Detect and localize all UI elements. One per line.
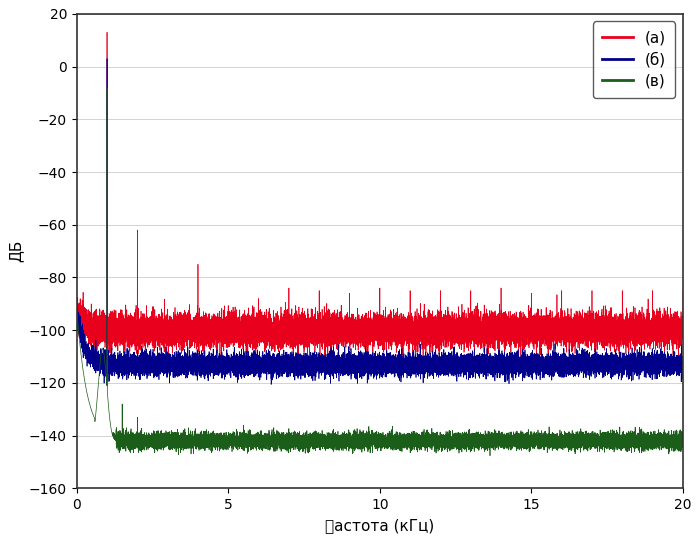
(а) <box>224 314 232 320</box>
(в) <box>640 434 648 441</box>
(в) <box>439 441 447 448</box>
(в) <box>507 441 515 448</box>
(в) <box>359 433 368 439</box>
(в) <box>679 437 687 443</box>
(б) <box>640 367 648 373</box>
(б) <box>224 361 232 368</box>
(б) <box>73 314 81 321</box>
(в) <box>462 438 470 445</box>
(а) <box>679 287 687 294</box>
(а) <box>73 302 81 308</box>
(б) <box>679 360 687 367</box>
(б) <box>359 365 368 371</box>
(б) <box>507 357 515 363</box>
(б) <box>439 366 447 372</box>
(б) <box>462 353 470 359</box>
Legend: (а), (б), (в): (а), (б), (в) <box>593 22 676 98</box>
(а) <box>462 334 470 340</box>
Y-axis label: ДБ: ДБ <box>8 240 23 262</box>
(а) <box>359 324 368 331</box>
(в) <box>224 439 232 446</box>
(в) <box>73 306 81 312</box>
(б) <box>267 381 275 387</box>
Line: (в): (в) <box>77 88 683 456</box>
(б) <box>103 55 111 62</box>
(а) <box>369 358 377 365</box>
(в) <box>486 452 494 459</box>
X-axis label: 䉺астота (кГц): 䉺астота (кГц) <box>326 518 435 533</box>
(а) <box>507 313 515 320</box>
(а) <box>640 316 648 323</box>
(а) <box>439 332 447 338</box>
(а) <box>103 29 111 36</box>
Line: (б): (б) <box>77 58 683 384</box>
Line: (а): (а) <box>77 32 683 361</box>
(в) <box>103 84 111 91</box>
